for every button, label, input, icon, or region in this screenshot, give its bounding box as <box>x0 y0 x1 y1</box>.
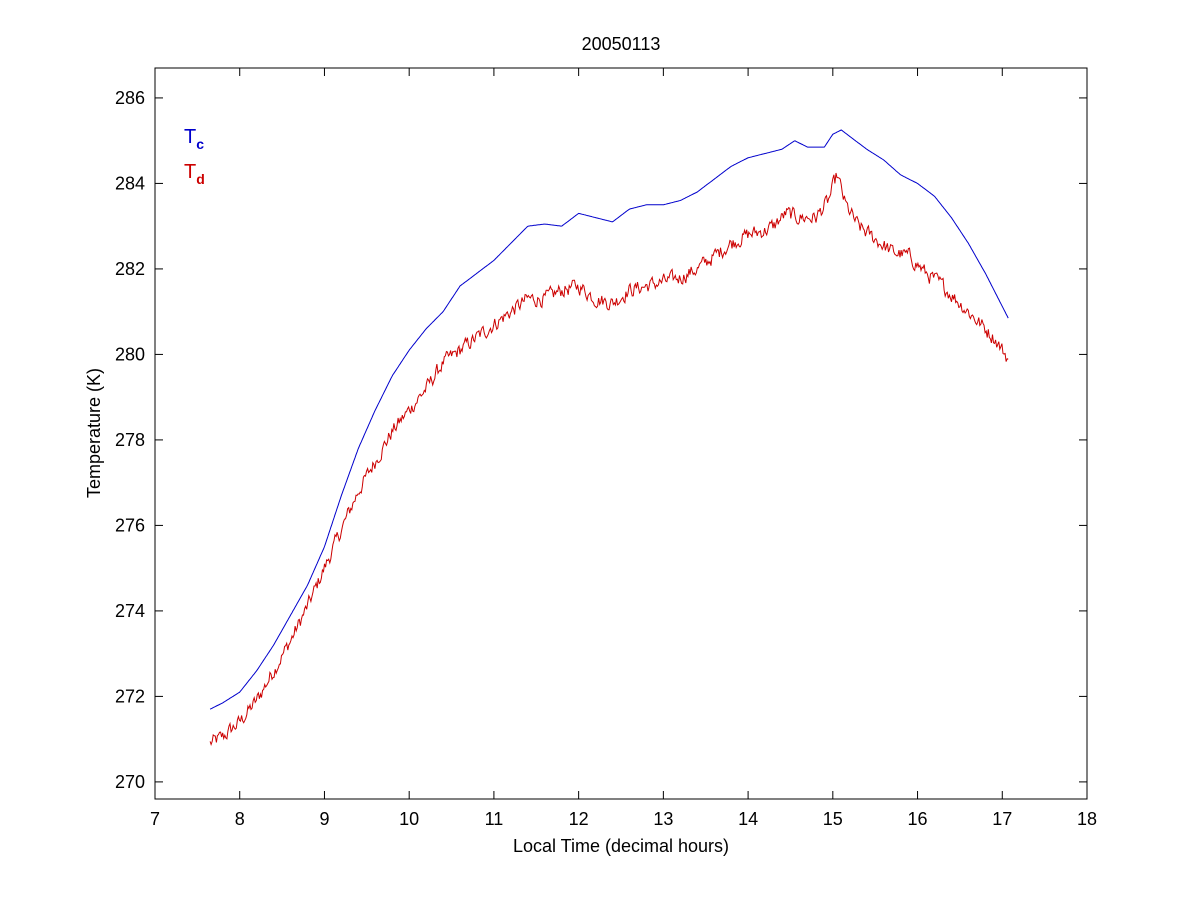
y-axis-title: Temperature (K) <box>84 368 104 498</box>
x-tick-label: 11 <box>485 809 504 829</box>
y-tick-label: 284 <box>115 173 145 193</box>
series-line-tc <box>209 129 1009 710</box>
x-tick-label: 14 <box>738 809 758 829</box>
x-tick-label: 16 <box>908 809 928 829</box>
y-tick-label: 286 <box>115 88 145 108</box>
y-tick-label: 280 <box>115 344 145 364</box>
y-tick-label: 274 <box>115 601 145 621</box>
y-tick-label: 270 <box>115 772 145 792</box>
series-layer <box>209 129 1009 747</box>
x-tick-label: 10 <box>399 809 419 829</box>
x-tick-label: 15 <box>823 809 843 829</box>
tick-layer: 7 8 9 10 11 12 13 14 15 16 17 18 270 272 274 276 278 280 2… <box>115 68 1097 829</box>
x-tick-label: 9 <box>319 809 329 829</box>
x-tick-label: 7 <box>150 809 160 829</box>
y-tick-label: 282 <box>115 259 145 279</box>
legend-entry-tc: Tc <box>184 126 204 152</box>
plot-area <box>155 68 1087 799</box>
x-axis-title: Local Time (decimal hours) <box>513 836 729 856</box>
x-tick-label: 17 <box>992 809 1012 829</box>
axes-box <box>154 67 1088 800</box>
x-tick-label: 12 <box>569 809 589 829</box>
y-tick-label: 278 <box>115 430 145 450</box>
chart-title: 20050113 <box>582 34 661 54</box>
y-tick-label: 276 <box>115 515 145 535</box>
x-tick-label: 13 <box>653 809 673 829</box>
y-tick-label: 272 <box>115 686 145 706</box>
legend-entry-td: Td <box>184 161 205 187</box>
series-line-td <box>209 172 1009 747</box>
x-tick-label: 18 <box>1077 809 1097 829</box>
legend: Tc Td <box>184 126 205 187</box>
x-tick-label: 8 <box>235 809 245 829</box>
